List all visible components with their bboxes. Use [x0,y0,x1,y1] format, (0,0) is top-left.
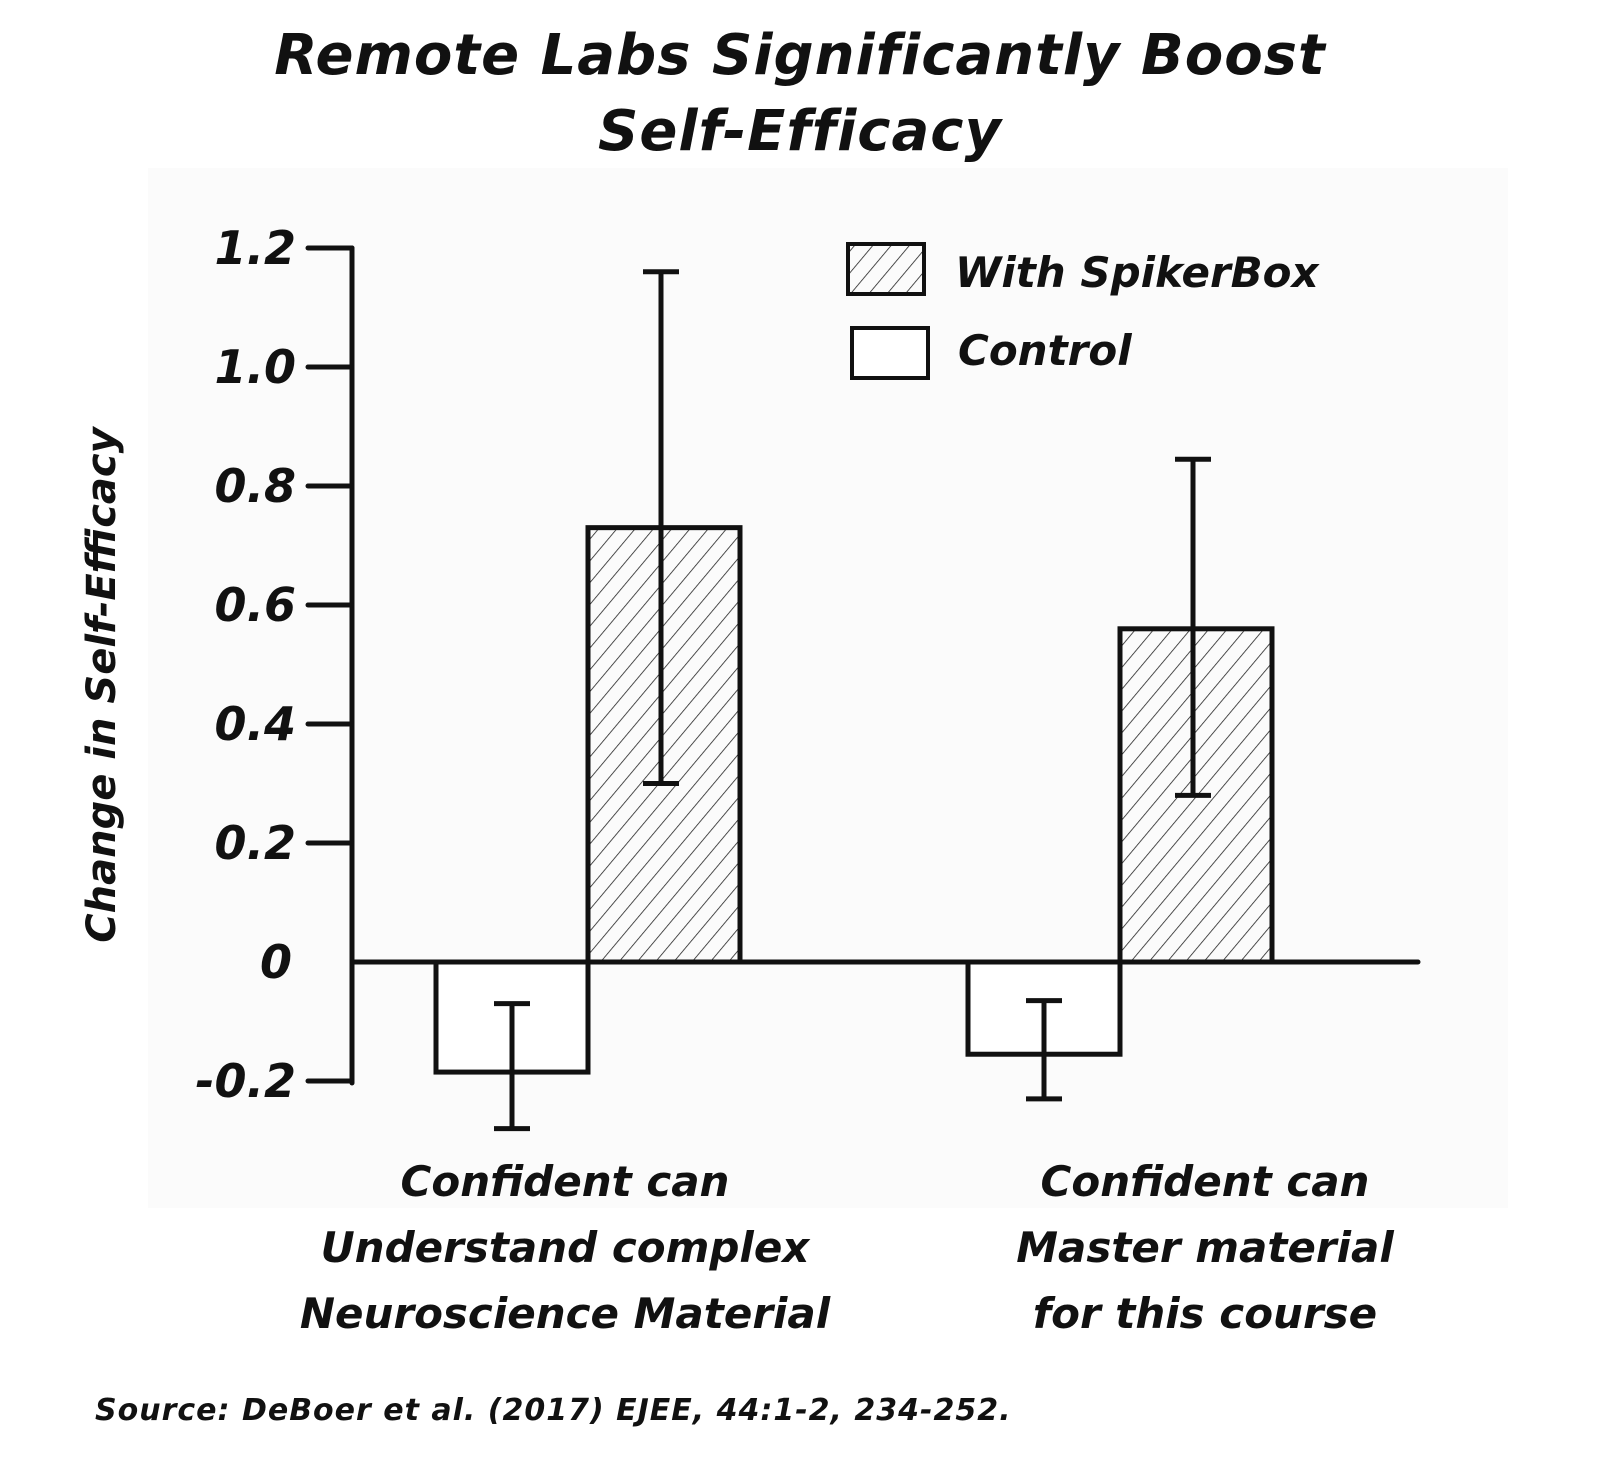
plot-panel [148,168,1508,1208]
category-label: Confident can [1041,1157,1370,1206]
y-tick-label: 0.2 [215,816,297,870]
y-tick-label: 0 [260,935,292,989]
source-citation: Source: DeBoer et al. (2017) EJEE, 44:1-… [95,1393,1012,1428]
chart-title-line-2: Self-Efficacy [598,99,1002,164]
bar-with-spikerbox [585,525,743,965]
y-axis-title: Change in Self-Efficacy [79,425,125,942]
legend-swatch-with-spikerbox [846,242,926,296]
y-tick-label: 0.6 [215,578,297,632]
legend: With SpikerBox Control [846,242,1321,380]
category-label: Understand complex [321,1223,812,1272]
category-label: Master material [1016,1223,1394,1272]
chart-title-line-1: Remote Labs Significantly Boost [274,23,1326,88]
y-tick-label: -0.2 [195,1054,296,1108]
chart-title: Remote Labs Significantly Boost Self-Eff… [0,18,1600,170]
y-tick-label: 0.4 [215,697,297,751]
legend-label-with-spikerbox: With SpikerBox [955,248,1321,297]
category-label: for this course [1033,1289,1377,1338]
category-label: Confident can [401,1157,730,1206]
y-tick-label: 1.0 [215,340,297,394]
y-tick-label: 1.2 [215,221,297,275]
legend-swatch-control [850,326,930,380]
legend-label-control: Control [958,326,1132,375]
y-tick-label: 0.8 [215,459,297,513]
category-label: Neuroscience Material [300,1289,831,1338]
